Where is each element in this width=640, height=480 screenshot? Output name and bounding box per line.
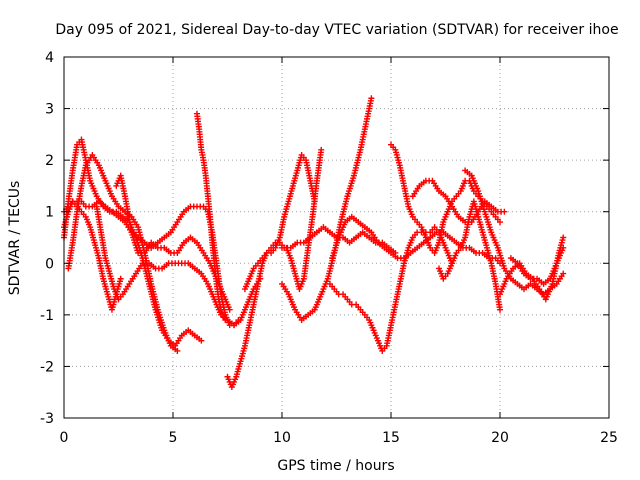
data-series: [61, 95, 567, 391]
chart-title: Day 095 of 2021, Sidereal Day-to-day VTE…: [55, 22, 618, 38]
x-axis-label: GPS time / hours: [277, 458, 394, 474]
y-tick-label: 1: [45, 205, 54, 221]
x-tick-label: 20: [491, 430, 509, 446]
series-arc-15: [409, 177, 508, 226]
series-arc-10: [279, 95, 375, 324]
data-point: [279, 244, 285, 251]
y-tick-label: -3: [40, 411, 54, 427]
y-tick-label: -2: [40, 359, 54, 375]
series-arc-3: [61, 136, 205, 349]
grid-lines: [64, 57, 609, 418]
data-point: [117, 275, 124, 282]
series-arc-8: [224, 151, 318, 391]
series-arc-12: [326, 224, 456, 354]
data-point: [368, 95, 375, 102]
data-point: [174, 347, 181, 354]
x-tick-label: 0: [60, 430, 69, 446]
data-point: [560, 234, 567, 241]
data-point: [226, 306, 233, 313]
y-tick-label: 2: [45, 153, 54, 169]
data-point: [224, 317, 231, 324]
series-arc-11: [279, 146, 325, 293]
data-point: [497, 219, 503, 226]
plot-frame: [63, 56, 610, 419]
x-tick-label: 15: [382, 430, 400, 446]
data-point: [560, 270, 567, 277]
y-tick-label: 3: [45, 102, 54, 118]
series-arc-7: [193, 110, 231, 324]
data-point: [198, 337, 205, 344]
y-tick-label: -1: [40, 308, 54, 324]
y-tick-label: 0: [45, 256, 54, 272]
data-point: [497, 306, 503, 313]
series-arc-19: [507, 244, 567, 287]
x-tick-label: 25: [600, 430, 618, 446]
y-tick-label: 4: [45, 50, 54, 66]
axis-ticks: 0 5 10 15 20 25 -3 -2 -1 0 1 2 3 4: [40, 50, 618, 446]
data-point: [501, 208, 508, 215]
x-tick-label: 5: [169, 430, 178, 446]
series-arc-16: [435, 198, 503, 313]
data-point: [560, 244, 567, 251]
x-tick-label: 10: [273, 430, 291, 446]
y-axis-label: SDTVAR / TECUs: [7, 181, 23, 296]
